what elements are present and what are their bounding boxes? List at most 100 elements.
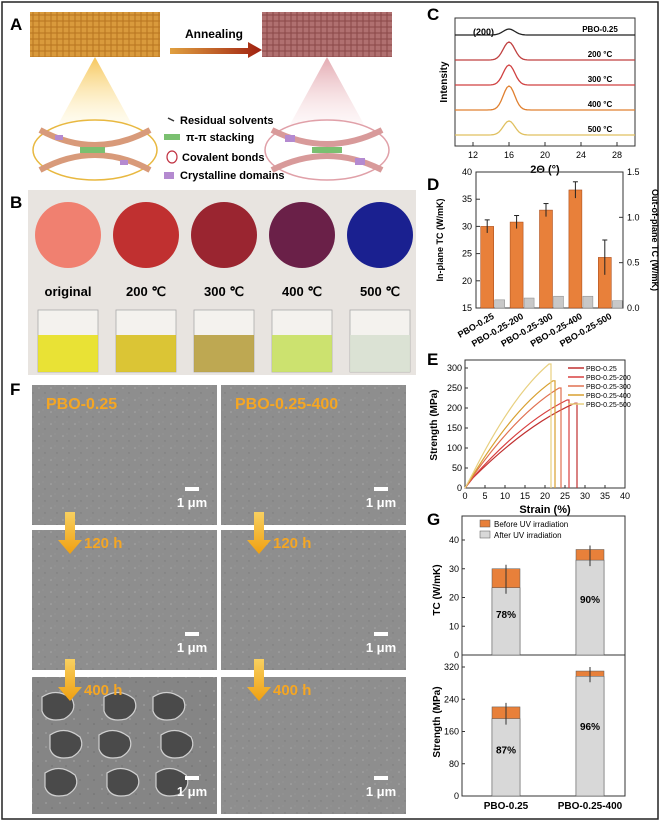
ylabel-c: Intensity [439,61,450,103]
plot-frame-g [461,515,626,797]
ytick-label: 160 [444,727,459,737]
scale-label: 1 μm [366,495,396,510]
xlabel-c: 2Θ (°) [530,164,560,176]
ytick-label: 150 [447,423,462,433]
curve-label: PBO-0.25 [582,25,618,34]
ytick2-label: 1.0 [627,212,640,222]
legend-a-0: Residual solvents [180,115,274,127]
scale-bar [185,487,199,491]
aging-time: 400 h [84,682,122,699]
xtick-label: 15 [520,491,530,501]
out-of-plane-bar [612,300,623,309]
legend-entry: PBO-0.25-500 [586,402,631,409]
ylabel-g-bottom: Strength (MPa) [432,686,443,757]
aging-arrow [247,659,271,701]
scale-bar [374,632,388,636]
ytick-label: 200 [447,403,462,413]
ytick-label: 15 [462,303,472,313]
sem-image [221,530,406,670]
ytick-label: 50 [452,463,462,473]
panel-a: A Annealing Residual solvents π-π stacki… [10,12,392,182]
degradation-crack [160,729,194,759]
degradation-crack [98,729,132,759]
ytick-label: 25 [462,249,472,259]
ylabel-g-top: TC (W/mK) [432,564,443,615]
crystal-before-2 [120,160,128,165]
degradation-crack [49,729,83,759]
xrd-curve [455,64,635,86]
film-before [30,12,160,57]
temperature-label: original [45,284,92,299]
legend-g-after: After UV irradiation [494,531,562,540]
degradation-crack [155,767,189,797]
panel-label-e: E [427,350,438,369]
vial-liquid [350,335,410,372]
chains-before [38,127,152,173]
xrd-curves: PBO-0.25 200 °C 300 °C 400 °C 500 °C [455,25,635,136]
ytick2-label: 0.0 [627,303,640,313]
xtick-label: 35 [600,491,610,501]
retention-percent: 78% [496,610,516,621]
temperature-label: 200 ℃ [126,284,166,299]
ytick-label: 30 [462,221,472,231]
out-of-plane-bar [553,295,564,309]
xtick-label: 40 [620,491,630,501]
temperature-label: 400 ℃ [282,284,322,299]
after-uv-bar [575,559,605,656]
pi-stack-after [312,147,342,153]
panel-b: B original 200 ℃ 300 ℃ 400 ℃ 500 ℃ [10,190,416,375]
aging-time: 400 h [273,682,311,699]
stress-strain-curve [464,380,556,489]
tick-label: 16 [504,150,514,160]
ytick-label: 0 [454,650,459,660]
panel-e: E Strength (MPa) Strain (%) 0 5 10 15 20 25 30… [427,350,631,516]
out-of-plane-bar [582,295,594,309]
ytick-label: 20 [462,276,472,286]
aging-arrow [247,512,271,554]
beam-before [55,57,135,130]
scale-label: 1 μm [177,784,207,799]
sem-image [221,385,406,525]
ytick-label: 40 [449,535,459,545]
stress-strain-curve [464,387,562,489]
stress-strain-curve [464,363,552,489]
xtick-label: 25 [560,491,570,501]
degradation-crack [103,691,137,721]
xticks-c: 12 16 20 24 28 [468,142,622,160]
legend-a-2: Covalent bonds [182,152,265,164]
ytick-label: 0 [454,791,459,801]
retention-percent: 87% [496,745,516,756]
chains-after [270,127,384,173]
xrd-curve [455,41,635,61]
degradation-crack [152,691,186,721]
after-uv-bar [575,676,605,797]
tick-label: 24 [576,150,586,160]
stacking-legend-icon [164,134,180,140]
xtick-label: 30 [580,491,590,501]
panel-label-a: A [10,15,22,34]
panel-label-b: B [10,193,22,212]
degradation-crack [44,767,78,797]
ytick-label: 320 [444,662,459,672]
ytick-label: 35 [462,194,472,204]
beam-after [287,57,367,130]
solvent-legend-icon [167,117,175,122]
legend-a: Residual solvents π-π stacking Covalent … [164,115,285,182]
legend-g-before: Before UV irradiation [494,520,568,529]
ytick-label: 0 [457,483,462,493]
vial-liquid [272,335,332,372]
legend-g-before-swatch [479,519,491,528]
xrd-curve [455,28,635,36]
film-disc [113,202,179,268]
panel-label-c: C [427,5,439,24]
uv-bar-charts: 0 10 20 30 40 78% 90% 0 80 160 240 320 87% 96% PBO-0.2… [444,535,623,812]
bond-legend-icon [166,150,178,164]
xrd-curve [455,85,635,111]
film-after [262,12,392,57]
panel-label-d: D [427,175,439,194]
after-uv-bar [491,718,521,797]
sem-title: PBO-0.25 [46,396,117,413]
sem-image [32,385,217,525]
legend-entry: PBO-0.25-400 [586,393,631,400]
xlabel-e: Strain (%) [519,504,571,516]
